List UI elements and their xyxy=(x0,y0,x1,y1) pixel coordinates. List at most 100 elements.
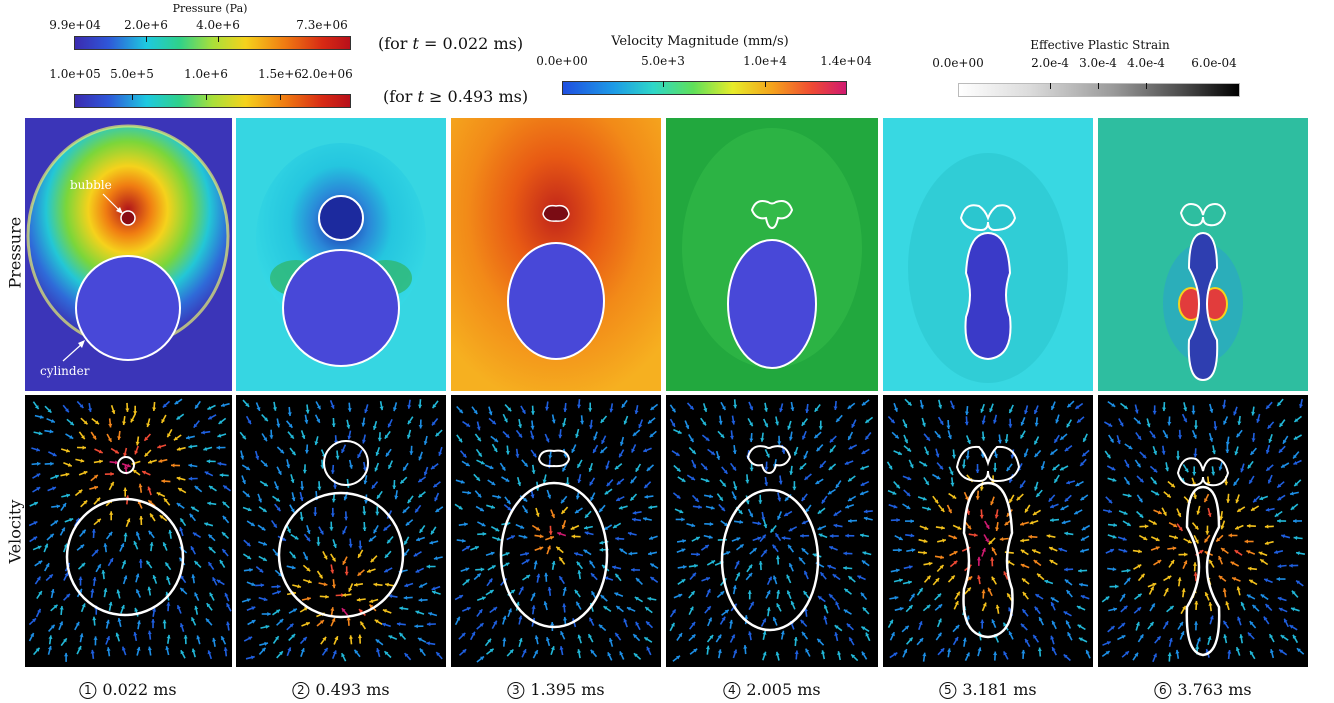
velocity-arrowhead xyxy=(1110,626,1115,630)
velocity-arrowhead xyxy=(304,419,309,424)
velocity-arrowhead xyxy=(650,577,655,581)
velocity-arrowhead xyxy=(907,401,912,406)
velocity-arrowhead xyxy=(1080,496,1085,501)
velocity-arrowhead xyxy=(903,649,908,653)
velocity-arrowhead xyxy=(1235,525,1240,530)
velocity-arrowhead xyxy=(1040,465,1045,470)
velocity-arrowhead xyxy=(377,494,381,499)
velocity-arrowhead xyxy=(1259,496,1264,501)
velocity-arrowhead xyxy=(523,534,528,539)
velocity-arrowhead xyxy=(517,482,522,486)
velocity-arrowhead xyxy=(1122,536,1127,541)
velocity-arrowhead xyxy=(988,540,993,545)
velocity-arrowhead xyxy=(456,616,460,621)
velocity-arrowhead xyxy=(964,421,969,426)
velocity-arrowhead xyxy=(805,648,810,653)
velocity-arrowhead xyxy=(1205,531,1210,535)
velocity-arrowhead xyxy=(91,529,96,533)
velocity-arrowhead xyxy=(1204,592,1209,597)
velocity-arrowhead xyxy=(473,410,478,414)
velocity-arrowhead xyxy=(314,441,319,445)
velocity-arrowhead xyxy=(208,415,213,420)
velocity-arrowhead xyxy=(35,647,40,652)
velocity-arrowhead xyxy=(208,562,213,567)
velocity-arrowhead xyxy=(1183,560,1188,565)
velocity-arrowhead xyxy=(279,619,284,623)
velocity-arrowhead xyxy=(1192,562,1197,566)
velocity-arrowhead xyxy=(770,528,775,533)
velocity-arrowhead xyxy=(207,650,212,655)
velocity-arrowhead xyxy=(721,507,725,511)
velocity-arrowhead xyxy=(191,617,195,622)
strain-tick: 4.0e-4 xyxy=(1127,56,1165,70)
velocity-arrowhead xyxy=(695,536,700,541)
velocity-arrowhead xyxy=(1296,551,1300,556)
velocity-arrowhead xyxy=(507,407,512,412)
velocity-arrowhead xyxy=(802,631,806,636)
velocity-arrowhead xyxy=(952,494,957,499)
velocity-arrowhead xyxy=(260,583,265,588)
velocity-arrowhead xyxy=(1009,409,1013,414)
velocity-arrowhead xyxy=(54,520,58,525)
velocity-arrowhead xyxy=(356,597,361,602)
velocity-arrowhead xyxy=(761,517,766,521)
velocity-arrowhead xyxy=(1194,621,1199,625)
velocity-arrowhead xyxy=(171,463,175,468)
velocity-arrowhead xyxy=(599,540,604,545)
velocity-arrowhead xyxy=(591,591,596,596)
velocity-arrowhead xyxy=(431,465,435,470)
velocity-arrowhead xyxy=(1010,454,1015,459)
velocity-arrowhead xyxy=(341,449,345,453)
velocity-arrowhead xyxy=(94,549,99,554)
velocity-arrowhead xyxy=(149,542,154,546)
velocity-arrowhead xyxy=(157,444,162,449)
velocity-arrowhead xyxy=(758,500,763,504)
velocity-arrowhead xyxy=(1224,481,1229,486)
velocity-arrowhead xyxy=(628,551,632,556)
velocity-arrowhead xyxy=(694,563,698,568)
velocity-arrowhead xyxy=(274,485,279,490)
velocity-arrowhead xyxy=(736,572,740,577)
velocity-arrowhead xyxy=(1004,439,1009,443)
velocity-arrowhead xyxy=(299,497,304,501)
velocity-arrowhead xyxy=(763,524,768,528)
velocity-arrowhead xyxy=(242,435,246,440)
velocity-arrowhead xyxy=(717,634,722,639)
velocity-arrowhead xyxy=(1192,434,1197,439)
velocity-arrowhead xyxy=(159,515,164,519)
velocity-arrowhead xyxy=(105,619,110,624)
velocity-arrowhead xyxy=(733,404,738,409)
velocity-arrowhead xyxy=(720,433,725,438)
velocity-arrowhead xyxy=(709,635,714,639)
velocity-arrowhead xyxy=(768,576,772,581)
velocity-arrowhead xyxy=(843,551,847,556)
velocity-arrowhead xyxy=(630,479,635,484)
velocity-arrowhead xyxy=(1155,491,1160,496)
velocity-arrowhead xyxy=(814,434,819,439)
velocity-arrowhead xyxy=(723,469,728,474)
velocity-arrowhead xyxy=(120,605,125,609)
velocity-arrowhead xyxy=(38,560,43,565)
velocity-arrowhead xyxy=(1277,402,1282,406)
velocity-arrowhead xyxy=(766,607,771,611)
velocity-arrowhead xyxy=(710,505,715,510)
velocity-arrowhead xyxy=(562,467,567,472)
velocity-arrowhead xyxy=(745,479,750,484)
velocity-arrowhead xyxy=(130,418,135,423)
velocity-arrowhead xyxy=(980,408,985,413)
velocity-arrowhead xyxy=(1105,596,1110,601)
velocity-arrowhead xyxy=(66,593,70,598)
velocity-arrowhead xyxy=(518,615,523,620)
velocity-arrowhead xyxy=(793,637,798,641)
velocity-arrowhead xyxy=(67,462,72,467)
velocity-arrowhead xyxy=(975,496,980,500)
velocity-arrowhead xyxy=(828,466,833,470)
velocity-arrowhead xyxy=(419,583,423,588)
velocity-arrowhead xyxy=(967,525,971,530)
velocity-arrowhead xyxy=(1177,435,1183,439)
velocity-arrowhead xyxy=(577,404,582,409)
velocity-arrowhead xyxy=(194,561,199,565)
velocity-arrowhead xyxy=(109,511,114,515)
velocity-arrowhead xyxy=(1126,568,1131,573)
velocity-arrowhead xyxy=(135,573,140,578)
